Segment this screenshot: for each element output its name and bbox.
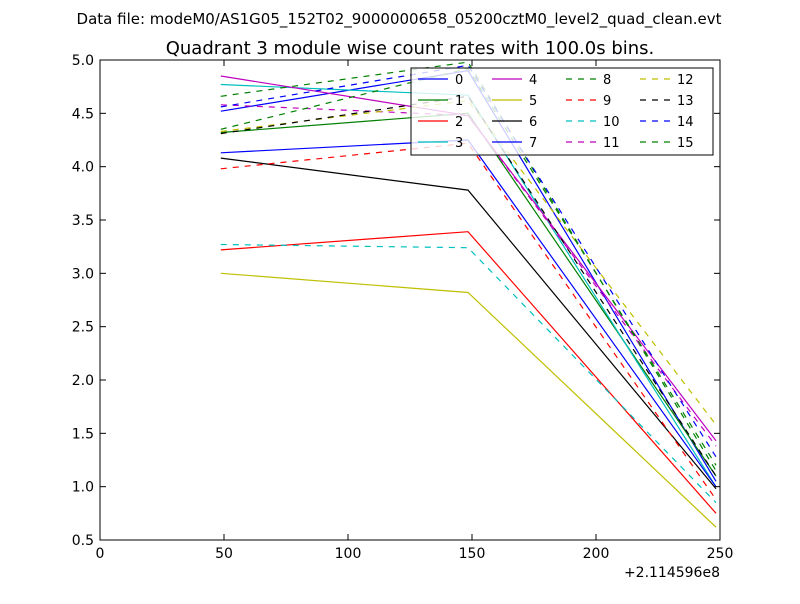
legend-label-1: 1 — [455, 94, 463, 109]
legend-label-9: 9 — [603, 94, 611, 109]
series-line-13 — [220, 95, 717, 477]
legend-label-12: 12 — [677, 73, 694, 88]
x-tick-label: 100 — [335, 546, 362, 562]
x-offset-label: +2.114596e8 — [624, 565, 720, 581]
x-tick-label: 200 — [583, 546, 610, 562]
legend-label-2: 2 — [455, 115, 463, 130]
y-tick-label: 1.0 — [72, 480, 94, 496]
legend-label-3: 3 — [455, 136, 463, 151]
legend-label-11: 11 — [603, 136, 620, 151]
legend-label-10: 10 — [603, 115, 620, 130]
y-tick-label: 5.0 — [72, 53, 94, 69]
x-tick-label: 150 — [459, 546, 486, 562]
y-tick-label: 3.0 — [72, 266, 94, 282]
series-line-11 — [220, 104, 717, 447]
chart-title: Quadrant 3 module wise count rates with … — [166, 38, 655, 59]
x-tick-label: 50 — [215, 546, 233, 562]
series-line-12 — [220, 99, 717, 426]
axes-frame — [99, 59, 721, 541]
figure-suptitle: Data file: modeM0/AS1G05_152T02_90000006… — [77, 10, 722, 29]
y-tick-label: 2.5 — [72, 320, 94, 336]
y-tick-label: 2.0 — [72, 373, 94, 389]
legend-label-8: 8 — [603, 73, 611, 88]
legend-label-5: 5 — [529, 94, 537, 109]
series-line-5 — [220, 272, 717, 528]
legend-label-13: 13 — [677, 94, 694, 109]
series-line-2 — [220, 231, 717, 514]
series-line-7 — [220, 139, 717, 488]
x-tick-label: 250 — [707, 546, 734, 562]
legend-label-4: 4 — [529, 73, 537, 88]
legend-label-15: 15 — [677, 136, 694, 151]
series-line-10 — [220, 243, 717, 504]
y-tick-label: 4.5 — [72, 106, 94, 122]
x-tick-label: 0 — [96, 546, 105, 562]
y-tick-label: 3.5 — [72, 213, 94, 229]
legend-label-14: 14 — [677, 115, 694, 130]
series-line-6 — [220, 157, 717, 490]
legend-label-0: 0 — [455, 73, 463, 88]
legend-label-6: 6 — [529, 115, 537, 130]
plot-area: 0 50 100 150 200 2500.51.01.52.02.53.03.54.04… — [72, 53, 734, 562]
y-tick-label: 1.5 — [72, 426, 94, 442]
y-tick-label: 4.0 — [72, 160, 94, 176]
legend-label-7: 7 — [529, 136, 537, 151]
series-line-8 — [220, 61, 717, 472]
y-tick-label: 0.5 — [72, 533, 94, 549]
legend-frame — [410, 67, 714, 156]
series-line-9 — [220, 142, 717, 500]
